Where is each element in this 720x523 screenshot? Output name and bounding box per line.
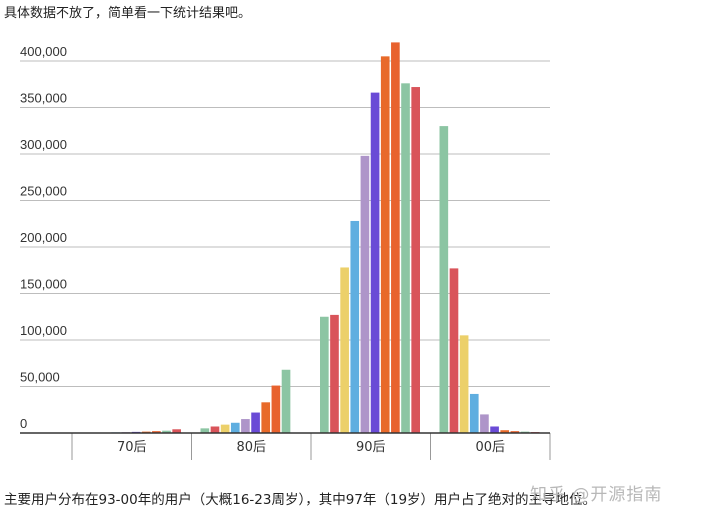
bar bbox=[490, 426, 499, 433]
y-tick-label: 50,000 bbox=[20, 370, 60, 385]
bar bbox=[230, 422, 240, 433]
bar bbox=[401, 83, 410, 433]
bar bbox=[172, 429, 181, 433]
bar bbox=[469, 393, 479, 433]
bar bbox=[320, 316, 329, 433]
bar bbox=[459, 335, 469, 433]
bar bbox=[439, 126, 449, 433]
bar bbox=[152, 431, 161, 433]
bar bbox=[370, 92, 380, 434]
bar bbox=[261, 402, 271, 433]
bar bbox=[281, 369, 291, 433]
x-tick-label: 80后 bbox=[236, 440, 266, 455]
x-tick-label: 00后 bbox=[475, 440, 505, 455]
watermark: 知乎 @开源指南 bbox=[530, 485, 663, 505]
bar bbox=[200, 428, 210, 433]
x-tick-label: 90后 bbox=[356, 440, 386, 455]
y-tick-label: 400,000 bbox=[20, 44, 67, 59]
bar bbox=[411, 87, 420, 433]
bar bbox=[449, 268, 459, 433]
bar bbox=[162, 430, 171, 433]
bar bbox=[350, 220, 360, 433]
intro-text: 具体数据不放了，简单看一下统计结果吧。 bbox=[4, 6, 252, 21]
y-tick-label: 250,000 bbox=[20, 184, 67, 199]
bar bbox=[210, 426, 220, 433]
bar bbox=[330, 314, 339, 433]
bar bbox=[510, 431, 520, 433]
y-tick-label: 200,000 bbox=[20, 230, 67, 245]
bar-chart: 0 50,000 100,000 150,000 200,000 250,000 300,0… bbox=[20, 42, 551, 460]
footer-text: 主要用户分布在93-00年的用户（大概16-23周岁），其中97年（19岁）用户… bbox=[4, 492, 597, 508]
y-tick-label: 150,000 bbox=[20, 277, 67, 292]
bar bbox=[360, 155, 370, 434]
bar bbox=[380, 56, 390, 433]
bar bbox=[271, 385, 281, 433]
y-tick-label: 300,000 bbox=[20, 137, 67, 152]
y-tick-label: 0 bbox=[20, 416, 27, 431]
bar bbox=[480, 414, 489, 433]
bar bbox=[500, 430, 510, 433]
bar bbox=[220, 424, 230, 433]
bar bbox=[251, 412, 260, 433]
bar bbox=[340, 267, 349, 433]
y-tick-label: 350,000 bbox=[20, 91, 67, 106]
x-tick-label: 70后 bbox=[117, 440, 147, 455]
y-tick-label: 100,000 bbox=[20, 323, 67, 338]
bar bbox=[391, 42, 400, 434]
bar bbox=[241, 419, 250, 433]
